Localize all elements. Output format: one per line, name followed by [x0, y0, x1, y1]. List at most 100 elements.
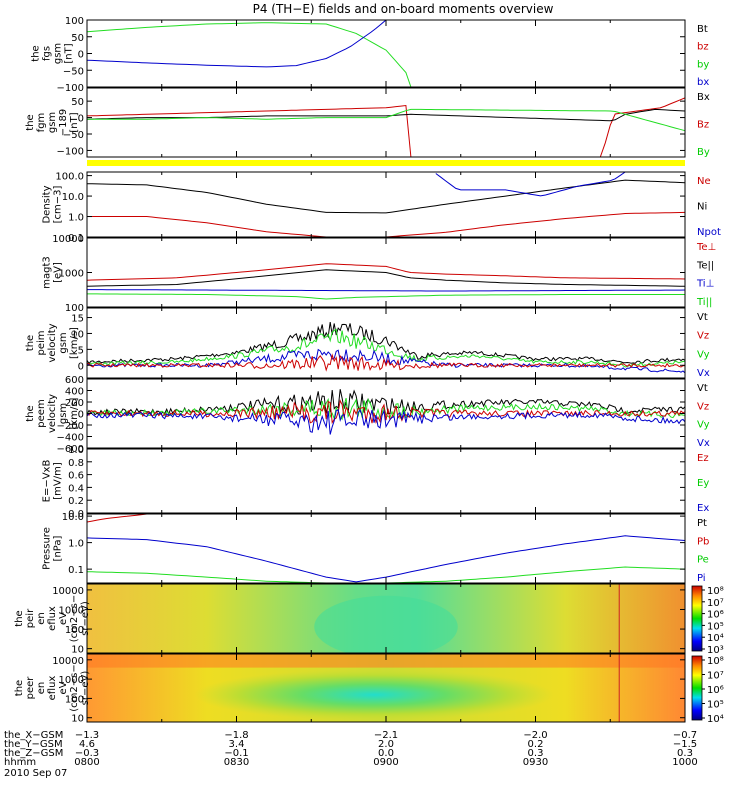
orbit-value: 0.2 — [528, 739, 544, 750]
y-tick-label: 100 — [65, 16, 84, 27]
panel-frame — [86, 19, 686, 88]
orbit-value: −0.7 — [673, 730, 697, 741]
legend-entry: Vy — [697, 420, 710, 431]
orbit-value: −1.3 — [75, 730, 99, 741]
orbit-value: −0.3 — [75, 748, 99, 759]
orbit-row-label: the_Z−GSM — [4, 748, 63, 759]
colorbar-tick-label: 10⁵ — [707, 621, 724, 632]
legend-entry: Pt — [697, 518, 707, 529]
y-tick-label: 100 — [65, 303, 84, 314]
y-tick-label: 1000 — [59, 605, 84, 616]
legend-entry: Pi — [697, 573, 706, 584]
y-tick-label: −400 — [57, 433, 84, 444]
y-tick-label: 1000 — [59, 269, 84, 280]
colorbar-tick-label: 10³ — [707, 645, 724, 656]
legend-entry: Ey — [697, 478, 709, 489]
colorbar-tick-label: 10⁴ — [707, 633, 724, 644]
y-tick-label: 10.0 — [62, 192, 84, 203]
y-tick-label: 0.1 — [68, 565, 84, 576]
y-axis-label: magt3[eV] — [42, 256, 64, 289]
orbit-value: −1.5 — [673, 739, 697, 750]
colorbar-tick-label: 10⁶ — [707, 685, 724, 696]
spectrogram-core — [314, 595, 458, 658]
y-tick-label: 1.0 — [68, 445, 84, 456]
legend-entry: Ti⊥ — [696, 279, 714, 290]
legend-entry: Te|| — [696, 260, 714, 271]
y-tick-label: 100 — [65, 625, 84, 636]
colorbar — [691, 585, 703, 652]
series-Bz — [86, 97, 686, 158]
colorbar-tick-label: 10⁸ — [707, 656, 724, 667]
panel-efield: 1.0 0.8 0.60.4 0.2 0.0 E=−VxB[mV/m] Ez Ey Ex — [42, 445, 710, 520]
legend-entry: Vx — [697, 438, 710, 449]
series-Vx — [86, 408, 686, 435]
panel-fgm: 50 0 −50 −100 thefgmgsm−189[nT] Bx Bz By — [25, 87, 710, 158]
orbit-value: 0900 — [373, 757, 398, 768]
y-tick-label: −100 — [57, 83, 84, 94]
panel-density: 100.0 10.0 1.0 0.1 Density[cm−3] Ne Ni Npot — [42, 171, 721, 244]
y-tick-label: 10 — [71, 714, 84, 725]
series-Ti — [87, 293, 685, 300]
colorbar-tick-label: 10⁴ — [707, 714, 724, 725]
y-tick-label: −50 — [63, 66, 84, 77]
y-tick-label: 600 — [65, 375, 84, 386]
y-tick-label: 10000 — [52, 586, 84, 597]
legend-entry: Ti|| — [696, 297, 712, 308]
y-tick-label: 1.0 — [68, 539, 84, 550]
legend-entry: Bx — [697, 92, 710, 103]
chart-title: P4 (TH−E) fields and on-board moments ov… — [253, 2, 554, 16]
legend-entry: Ni — [697, 202, 707, 213]
y-tick-label: 15 — [71, 314, 84, 325]
panel-frame — [86, 513, 686, 584]
orbit-value: 0830 — [224, 757, 249, 768]
series-Ni — [86, 179, 686, 214]
legend-entry: Bz — [697, 120, 709, 131]
orbit-row-label: the_Y−GSM — [4, 739, 63, 750]
y-tick-label: 0.0 — [68, 509, 84, 520]
y-tick-label: 0.8 — [68, 458, 84, 469]
series-Vt — [86, 322, 686, 365]
series-Vx — [86, 348, 686, 374]
panel-frame — [86, 448, 686, 514]
orbit-value: 0800 — [74, 757, 99, 768]
orbit-value: −2.1 — [374, 730, 398, 741]
panel-fgs: 100 50 0 −50 −100 thefgsgsm[nT] Bt bz by bx — [31, 16, 710, 94]
orbit-value: 0.0 — [378, 748, 394, 759]
colorbar-tick-label: 10⁷ — [707, 598, 724, 609]
y-tick-label: 10 — [71, 329, 84, 340]
y-tick-label: 10 — [71, 645, 84, 656]
panel-frame — [86, 171, 686, 238]
legend-entry: by — [697, 59, 709, 70]
series-By — [87, 108, 686, 132]
panel-temp: 10000 1000 100 magt3[eV] Te⊥ Te|| Ti⊥ Ti|| — [42, 234, 717, 314]
y-tick-label: 1000 — [59, 675, 84, 686]
orbit-value: 2.0 — [378, 739, 394, 750]
panels-group: 100500−50−100thefgsgsm[nT]Btbzbybx500−50… — [14, 16, 724, 725]
y-tick-label: 5 — [78, 345, 84, 356]
panel-spec2: 10⁸ 10⁷ 10⁶ 10⁵ 10⁴ 10000 1000 100 10 thepeerenef… — [14, 653, 724, 725]
legend-entry: By — [697, 147, 710, 158]
y-tick-label: 200 — [65, 398, 84, 409]
legend-entry: Ne — [697, 176, 711, 187]
panel-frame — [86, 87, 686, 158]
y-axis-label: thepeimvelocitygsm[km/s] — [25, 323, 80, 362]
legend-entry: bz — [697, 42, 709, 53]
series-Vz — [86, 399, 686, 425]
orbit-value: 0930 — [523, 757, 548, 768]
y-tick-label: 0 — [78, 114, 84, 125]
colorbar-tick-label: 10⁶ — [707, 610, 724, 621]
series-Vy — [86, 328, 686, 368]
y-tick-label: −600 — [57, 444, 84, 455]
series-bx — [86, 19, 387, 68]
y-axis-label: thefgsgsm[nT] — [31, 43, 75, 64]
y-tick-label: 50 — [71, 33, 84, 44]
orbit-value: −0.1 — [224, 748, 248, 759]
series-by — [86, 22, 626, 88]
y-tick-label: 10000 — [52, 234, 84, 245]
y-tick-label: 0 — [78, 361, 84, 372]
legend-entry: bx — [697, 77, 709, 88]
